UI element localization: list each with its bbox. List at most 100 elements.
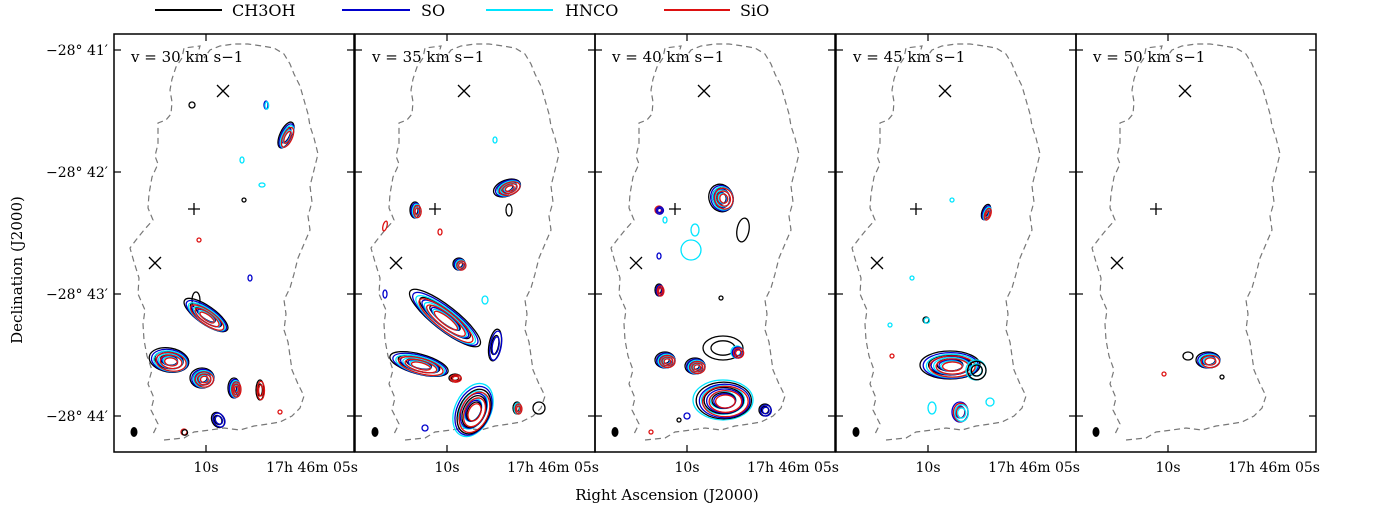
- contour-hnco: [887, 322, 893, 328]
- contour-sio: [164, 357, 179, 367]
- contour-so: [683, 412, 691, 420]
- survey-outline: [1091, 43, 1281, 441]
- contour-sio: [514, 403, 523, 415]
- x-tick-label: 17h 46m 05s: [507, 460, 599, 476]
- contour-sio: [398, 356, 444, 377]
- panel-frame: [835, 33, 1077, 453]
- panel-frame: [113, 33, 355, 453]
- contour-hnco: [956, 407, 967, 419]
- contour-sio: [194, 371, 215, 388]
- plus-center-marker: [669, 203, 681, 215]
- contour-ch3oh: [181, 429, 189, 436]
- contour-so: [212, 412, 226, 428]
- contour-ch3oh: [676, 417, 682, 423]
- channel-panel: v = 30 km s−1 10s 17h 46m 05s: [113, 33, 358, 476]
- contour-hnco: [258, 182, 266, 188]
- contour-sio: [889, 353, 895, 359]
- legend-entry-sio: SiO: [664, 1, 769, 20]
- x-tick-label: 17h 46m 05s: [988, 460, 1080, 476]
- contour-hnco: [690, 223, 700, 237]
- contour-sio: [456, 260, 467, 271]
- contour-so: [656, 207, 663, 214]
- channel-panel: v = 35 km s−1 10s 17h 46m 05s: [354, 33, 599, 476]
- contour-hnco: [239, 156, 245, 164]
- cross-west-marker: [1110, 256, 1124, 270]
- contour-sio: [498, 181, 521, 197]
- contour-ch3oh: [970, 364, 983, 377]
- contour-ch3oh: [695, 381, 753, 420]
- contour-hnco: [923, 317, 931, 324]
- contour-ch3oh: [241, 197, 247, 203]
- contour-ch3oh: [505, 203, 513, 217]
- contour-hnco: [954, 403, 969, 423]
- contour-so: [421, 424, 429, 432]
- channel-panel: v = 50 km s−1 10s 17h 46m 05s: [1075, 33, 1320, 476]
- contour-sio: [716, 190, 732, 207]
- contour-sio: [467, 403, 482, 422]
- x-tick-label: 17h 46m 05s: [747, 460, 839, 476]
- legend-label-hnco: HNCO: [565, 1, 618, 20]
- contour-sio: [257, 384, 264, 397]
- contour-sio: [1200, 354, 1221, 369]
- y-tick-label: −28° 42′: [46, 165, 108, 181]
- contour-ch3oh: [966, 360, 987, 381]
- contour-sio: [458, 262, 465, 269]
- contour-sio: [426, 304, 466, 337]
- contour-sio: [437, 228, 443, 236]
- plus-center-marker: [188, 203, 200, 215]
- cross-north-marker: [457, 84, 471, 98]
- contour-sio: [661, 356, 674, 367]
- contour-sio: [713, 187, 734, 210]
- contour-hnco: [492, 136, 498, 144]
- contour-so: [489, 330, 503, 361]
- contour-sio: [197, 373, 212, 386]
- contour-sio: [283, 130, 292, 144]
- contour-so: [705, 388, 744, 414]
- contour-hnco: [985, 397, 995, 407]
- contour-sio: [719, 193, 729, 204]
- survey-outline: [370, 43, 560, 441]
- contour-sio: [199, 375, 209, 384]
- contour-sio: [1204, 357, 1217, 366]
- contour-sio: [734, 349, 743, 357]
- contour-hnco: [680, 239, 702, 261]
- cross-west-marker: [870, 256, 884, 270]
- cross-west-marker: [629, 256, 643, 270]
- cross-north-marker: [938, 84, 952, 98]
- contour-sio: [515, 405, 522, 413]
- plus-center-marker: [429, 203, 441, 215]
- survey-outline: [851, 43, 1041, 441]
- contour-sio: [691, 362, 704, 373]
- x-tick-label: 10s: [675, 460, 700, 476]
- panel-velocity-label: v = 45 km s−1: [852, 48, 965, 66]
- beam-ellipse: [852, 427, 860, 437]
- contour-so: [247, 274, 253, 282]
- contour-ch3oh: [703, 386, 745, 415]
- contour-sio: [412, 204, 422, 219]
- panel-frame: [1075, 33, 1317, 453]
- contour-sio: [231, 381, 242, 398]
- panel-velocity-label: v = 40 km s−1: [611, 48, 724, 66]
- contour-sio: [983, 207, 992, 221]
- contour-sio: [701, 385, 749, 418]
- contour-sio: [714, 394, 736, 409]
- contour-so: [491, 336, 500, 355]
- legend-entry-so: SO: [342, 1, 445, 20]
- x-tick-label: 17h 46m 05s: [266, 460, 358, 476]
- contour-ch3oh: [1219, 374, 1225, 380]
- legend: CH3OH SO HNCO SiO: [155, 1, 769, 20]
- cross-west-marker: [389, 256, 403, 270]
- contour-so: [761, 406, 770, 415]
- contour-so: [214, 415, 224, 425]
- survey-outline: [610, 43, 800, 441]
- contour-hnco: [692, 379, 754, 421]
- contour-sio: [189, 304, 225, 331]
- contour-sio: [433, 310, 459, 331]
- cross-north-marker: [216, 84, 230, 98]
- contour-sio: [256, 380, 266, 401]
- contour-sio: [458, 391, 491, 434]
- contour-hnco: [662, 216, 668, 224]
- x-tick-label: 10s: [916, 460, 941, 476]
